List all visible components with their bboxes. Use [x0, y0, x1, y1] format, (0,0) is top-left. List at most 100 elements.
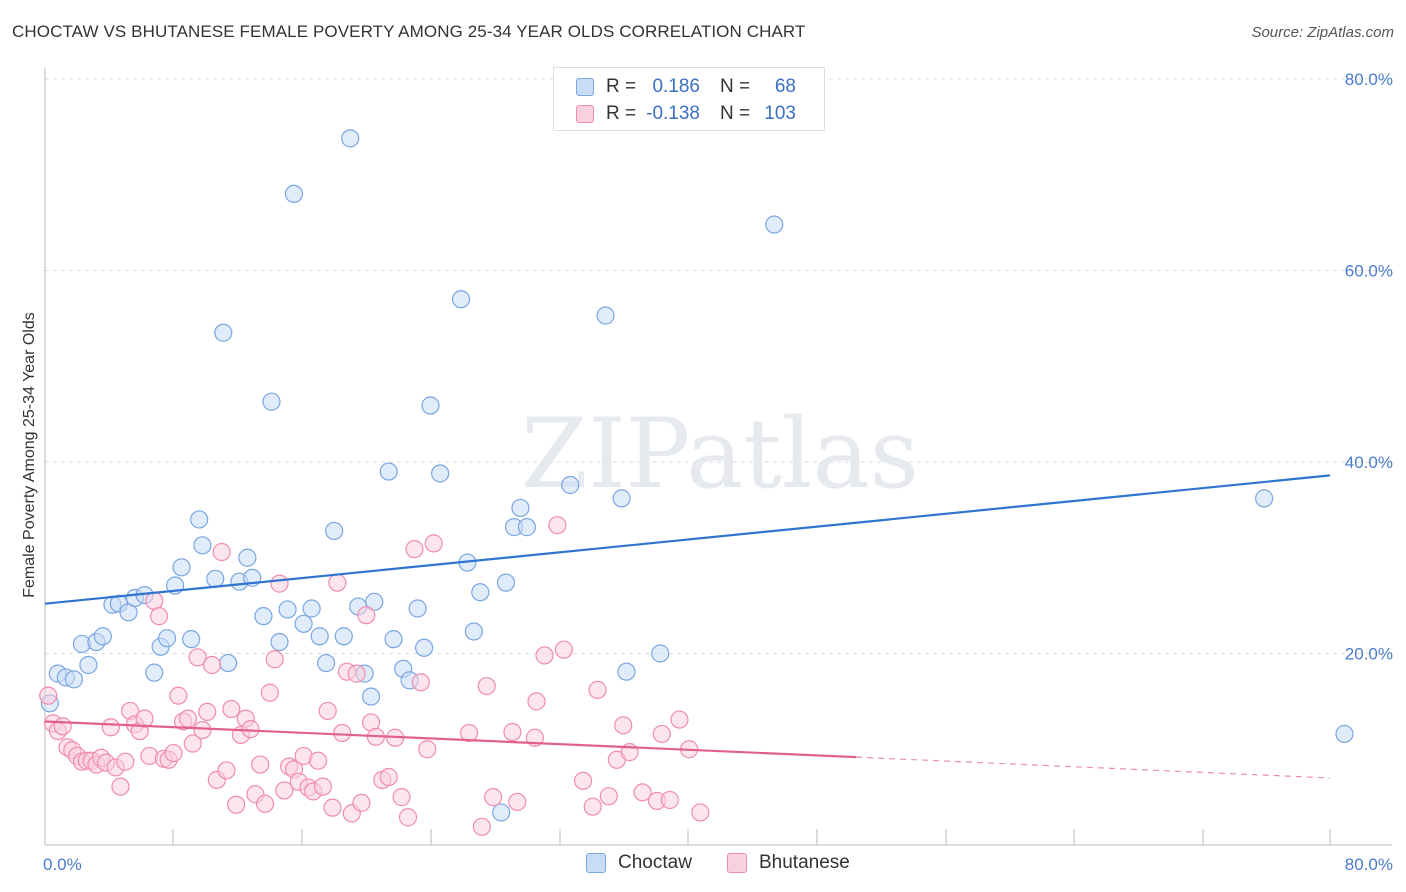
choctaw-point: [214, 323, 233, 342]
choctaw-point: [365, 592, 384, 611]
bhutanese-point: [255, 794, 275, 813]
bhutanese-point: [270, 574, 289, 593]
source-label: Source: ZipAtlas.com: [1251, 24, 1394, 41]
choctaw-point: [79, 655, 98, 675]
bhutanese-point: [135, 709, 154, 728]
bhutanese-point: [212, 542, 231, 562]
bhutanese-point: [599, 787, 618, 806]
choctaw-point: [341, 129, 360, 148]
y-tick-label: 40.0%: [1345, 453, 1393, 472]
bhutanese-point: [111, 777, 130, 796]
choctaw-point: [145, 663, 164, 682]
bhutanese-point: [198, 702, 217, 722]
bhutanese-point: [411, 673, 430, 692]
choctaw-point: [408, 599, 427, 618]
bhutanese-point: [484, 788, 503, 807]
bhutanese-points: [39, 516, 710, 836]
choctaw-point: [302, 599, 321, 618]
choctaw-swatch: [586, 853, 606, 873]
choctaw-point: [651, 644, 670, 663]
bhutanese-point: [313, 777, 332, 796]
choctaw-point: [172, 558, 191, 577]
bhutanese-point: [418, 740, 437, 759]
bhutanese-point: [652, 724, 671, 744]
y-tick-label: 80.0%: [1345, 70, 1393, 89]
bhutanese-point: [573, 771, 593, 790]
x-tick-label-left: 0.0%: [43, 855, 82, 874]
bhutanese-point: [183, 734, 202, 753]
choctaw-point: [492, 803, 511, 822]
bhutanese-point: [379, 767, 398, 787]
bhutanese-point: [472, 817, 491, 836]
legend-row-bhutanese: R = -0.138 N = 103: [576, 103, 796, 125]
bhutanese-point: [527, 692, 546, 711]
choctaw-point: [284, 184, 304, 203]
legend-item-choctaw[interactable]: Choctaw: [586, 852, 692, 874]
choctaw-point: [206, 569, 225, 588]
n-label: N =: [720, 76, 751, 97]
choctaw-point: [294, 614, 313, 633]
bhutanese-point: [241, 720, 260, 739]
gridlines: [45, 78, 1392, 654]
bhutanese-point: [101, 718, 120, 737]
choctaw-point: [612, 489, 631, 508]
bhutanese-swatch: [727, 853, 747, 873]
chart-title: CHOCTAW VS BHUTANESE FEMALE POVERTY AMON…: [12, 22, 806, 41]
bhutanese-point: [508, 792, 527, 812]
bhutanese-point: [477, 676, 496, 696]
legend-label-bhutanese: Bhutanese: [759, 852, 850, 873]
choctaw-point: [1255, 489, 1274, 508]
bhutanese-point: [660, 790, 679, 810]
bhutanese-point: [222, 699, 241, 719]
bhutanese-point: [308, 751, 328, 770]
choctaw-swatch: [576, 78, 594, 96]
n-value: 103: [764, 103, 796, 124]
bhutanese-point: [260, 683, 279, 702]
choctaw-point: [238, 548, 257, 567]
choctaw-point: [64, 670, 84, 689]
bhutanese-point: [149, 607, 169, 626]
choctaw-point: [517, 518, 536, 537]
choctaw-point: [270, 632, 289, 652]
legend-row-choctaw: R = 0.186 N = 68: [576, 76, 796, 98]
choctaw-point: [496, 573, 516, 592]
choctaw-point: [561, 475, 580, 495]
bhutanese-point: [193, 720, 212, 740]
bhutanese-point: [633, 783, 652, 802]
choctaw-point: [182, 630, 201, 649]
bhutanese-point: [333, 723, 352, 743]
legend-label-choctaw: Choctaw: [618, 852, 692, 873]
bhutanese-point: [459, 723, 479, 743]
bhutanese-point: [318, 701, 337, 721]
y-tick-label: 20.0%: [1345, 645, 1393, 664]
bhutanese-point: [352, 793, 371, 812]
choctaw-point: [254, 607, 273, 626]
choctaw-point: [384, 630, 403, 649]
choctaw-point: [262, 392, 281, 411]
bhutanese-point: [554, 640, 573, 659]
bhutanese-point: [357, 606, 376, 625]
bhutanese-point: [503, 722, 522, 742]
bhutanese-point: [178, 709, 198, 728]
r-label: R =: [606, 76, 637, 97]
bhutanese-point: [614, 716, 633, 735]
bhutanese-point: [548, 516, 567, 535]
choctaw-point: [193, 536, 212, 555]
bhutanese-point: [583, 797, 602, 816]
legend-item-bhutanese[interactable]: Bhutanese: [727, 852, 850, 874]
bhutanese-point: [265, 650, 284, 669]
bhutanese-point: [145, 591, 164, 610]
choctaw-point: [361, 687, 381, 706]
axes: [44, 68, 1392, 846]
bhutanese-point: [424, 534, 443, 553]
r-label: R =: [606, 103, 637, 124]
trend-lines: [44, 474, 1331, 779]
choctaw-point: [431, 464, 450, 483]
r-value: -0.138: [646, 103, 700, 124]
bhutanese-point: [188, 648, 207, 667]
bhutanese-point: [323, 798, 342, 817]
n-value: 68: [774, 76, 796, 97]
bhutanese-point: [405, 540, 424, 559]
tick-labels: 80.0% 60.0% 40.0% 20.0% 0.0% 80.0%: [43, 70, 1393, 874]
